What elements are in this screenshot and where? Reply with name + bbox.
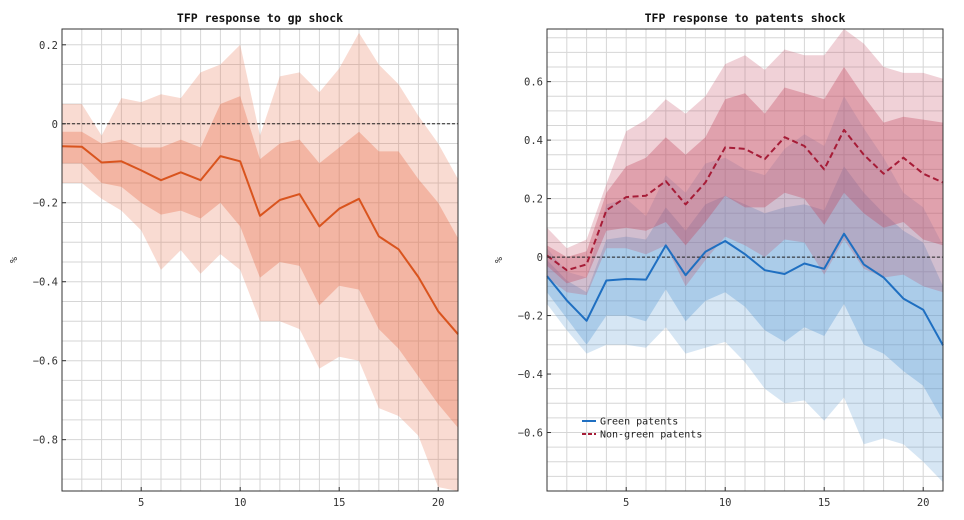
confidence-band-inner-series-1 xyxy=(547,166,943,421)
x-tick-label: 10 xyxy=(719,497,732,509)
chart-panel-2: 5 10 15 20 0.6 0.4 0.2 0 −0.2 −0.4 −0.6 TFP respons… xyxy=(494,11,944,509)
legend-label: Green patents xyxy=(600,417,678,428)
y-tick-label: −0.4 xyxy=(518,369,543,381)
y-tick-label: 0.6 xyxy=(524,77,543,89)
y-tick-label: −0.4 xyxy=(33,277,58,289)
confidence-band-outer-series-2 xyxy=(547,29,943,296)
x-tick-label: 5 xyxy=(623,497,629,509)
y-tick-label: −0.6 xyxy=(33,356,58,368)
y-tick-label: −0.2 xyxy=(33,198,58,210)
confidence-band-inner-series-2 xyxy=(547,67,943,284)
plot-area-frame xyxy=(61,28,459,492)
series-line-1 xyxy=(61,145,459,335)
y-axis-label: % xyxy=(9,257,20,263)
chart-panel-1: 5 10 15 20 0.2 0 −0.2 −0.4 −0.6 −0.8 TFP response … xyxy=(9,11,459,509)
y-tick-label: 0 xyxy=(52,119,58,131)
x-tick-label: 10 xyxy=(234,497,247,509)
x-tick-label: 20 xyxy=(432,497,445,509)
chart-title: TFP response to gp shock xyxy=(177,11,343,25)
x-tick-label: 15 xyxy=(333,497,346,509)
y-tick-label: −0.6 xyxy=(518,428,543,440)
confidence-band-inner-series-1 xyxy=(62,96,458,428)
y-axis-label: % xyxy=(494,257,505,263)
series-line-2 xyxy=(546,128,944,272)
y-tick-label: 0.4 xyxy=(524,135,543,147)
chart-title: TFP response to patents shock xyxy=(645,11,846,25)
series-line-1 xyxy=(546,232,944,346)
x-tick-label: 20 xyxy=(917,497,930,509)
confidence-band-outer-series-1 xyxy=(547,96,943,483)
x-tick-label: 5 xyxy=(138,497,144,509)
legend-label: Non-green patents xyxy=(600,430,702,441)
y-tick-label: −0.8 xyxy=(33,435,58,447)
y-tick-label: 0.2 xyxy=(524,194,543,206)
y-tick-label: 0 xyxy=(537,252,543,264)
legend: Green patents Non-green patents xyxy=(582,417,702,441)
y-tick-label: −0.2 xyxy=(518,311,543,323)
x-tick-label: 15 xyxy=(818,497,831,509)
y-tick-label: 0.2 xyxy=(39,40,58,52)
plot-area-frame xyxy=(546,28,944,492)
confidence-band-outer-series-1 xyxy=(62,32,458,492)
